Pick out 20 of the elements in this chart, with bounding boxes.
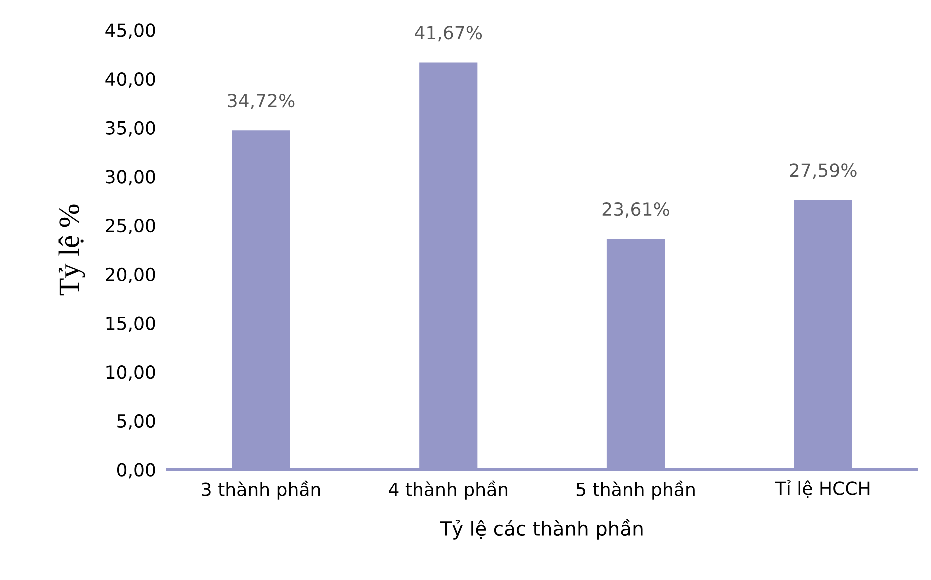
data-label: 41,67% [415, 26, 482, 42]
y-tick-label: 30,00 [106, 170, 156, 186]
x-tick-label: 5 thành phần [576, 480, 695, 500]
y-tick-label: 25,00 [106, 219, 156, 235]
y-tick-label: 10,00 [106, 366, 156, 382]
y-axis-title: Tỷ lệ % [58, 204, 86, 296]
x-tick-label: 3 thành phần [202, 480, 320, 500]
y-tick-label: 15,00 [106, 316, 156, 332]
data-label: 23,61% [602, 202, 670, 218]
y-tick-label: 0,00 [117, 463, 156, 479]
x-axis-title: Tỷ lệ các thành phần [440, 519, 643, 540]
y-tick-label: 45,00 [106, 24, 156, 40]
x-tick-label: 4 thành phần [389, 480, 508, 500]
y-tick-label: 35,00 [106, 121, 156, 137]
data-label: 27,59% [790, 164, 857, 180]
x-tick-label: Tỉ lệ HCCH [775, 480, 870, 498]
y-tick-label: 40,00 [106, 72, 156, 88]
y-tick-label: 20,00 [106, 268, 156, 284]
y-tick-label: 5,00 [118, 414, 156, 430]
data-label: 34,72% [228, 94, 295, 110]
